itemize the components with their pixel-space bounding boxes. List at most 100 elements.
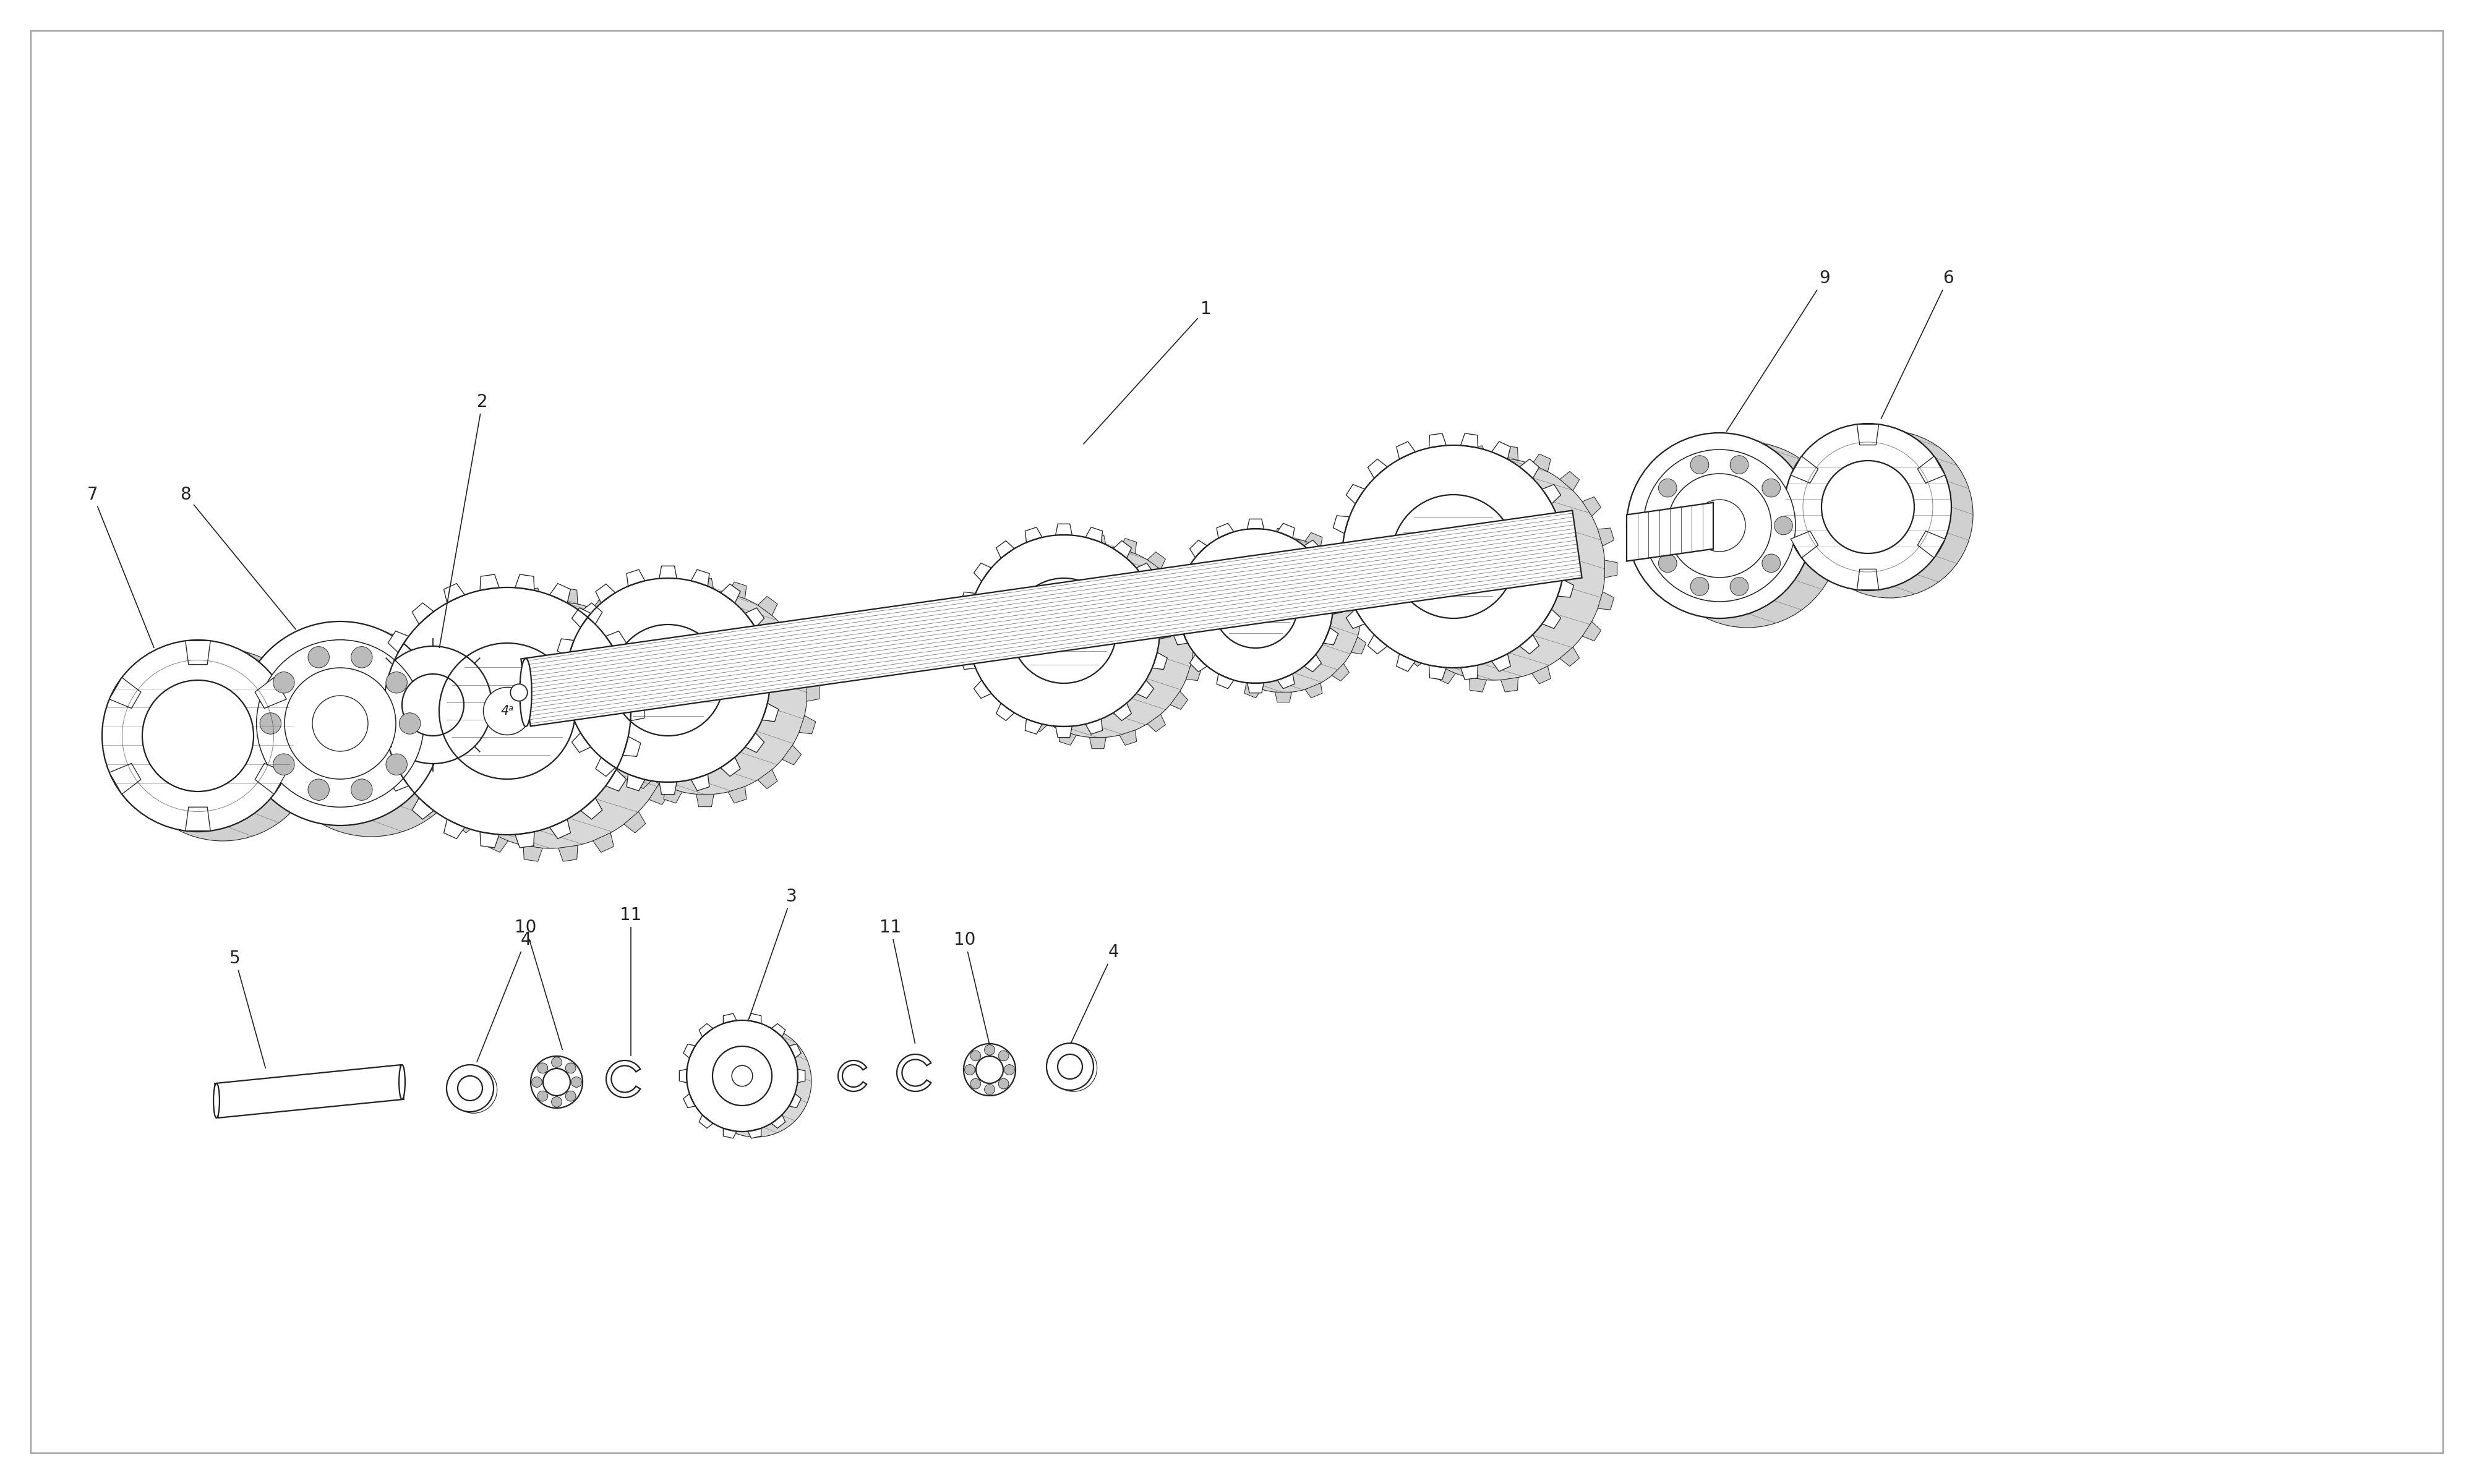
Circle shape [567, 1091, 576, 1101]
Circle shape [143, 680, 255, 791]
Polygon shape [1153, 592, 1168, 608]
Polygon shape [1791, 531, 1818, 558]
Polygon shape [1331, 549, 1348, 567]
Polygon shape [1460, 433, 1477, 448]
Polygon shape [1541, 608, 1561, 629]
Polygon shape [524, 846, 542, 861]
Text: 11: 11 [621, 907, 641, 1055]
Polygon shape [1351, 576, 1366, 594]
Polygon shape [1170, 692, 1188, 709]
Circle shape [532, 1077, 542, 1088]
Text: 10: 10 [515, 919, 562, 1049]
Polygon shape [1029, 714, 1049, 732]
Polygon shape [658, 565, 678, 579]
Circle shape [1178, 528, 1333, 683]
Polygon shape [1200, 576, 1215, 594]
Polygon shape [757, 770, 777, 788]
Polygon shape [1583, 497, 1601, 516]
Circle shape [1004, 1064, 1014, 1074]
Polygon shape [633, 770, 653, 788]
Polygon shape [1541, 484, 1561, 505]
Polygon shape [609, 745, 628, 764]
Polygon shape [807, 684, 819, 702]
Polygon shape [1007, 574, 1024, 592]
Polygon shape [997, 703, 1014, 721]
Polygon shape [374, 736, 391, 757]
Circle shape [552, 1057, 562, 1067]
Circle shape [312, 696, 369, 751]
Circle shape [272, 672, 294, 693]
Polygon shape [631, 702, 643, 721]
Polygon shape [186, 641, 210, 665]
Polygon shape [1385, 622, 1405, 641]
Circle shape [1806, 430, 1974, 598]
Polygon shape [557, 638, 574, 657]
Polygon shape [1136, 562, 1153, 582]
Circle shape [238, 622, 443, 825]
Polygon shape [1346, 484, 1366, 505]
Circle shape [1729, 456, 1749, 473]
Circle shape [426, 601, 673, 849]
Polygon shape [1197, 607, 1207, 623]
Polygon shape [1606, 559, 1618, 577]
Text: 2ᵃ: 2ᵃ [1056, 625, 1071, 637]
Circle shape [445, 1066, 495, 1112]
Polygon shape [995, 603, 1009, 620]
Polygon shape [799, 651, 816, 669]
Circle shape [1690, 577, 1710, 595]
Circle shape [272, 754, 294, 775]
Ellipse shape [213, 1083, 220, 1117]
Polygon shape [571, 733, 591, 752]
Polygon shape [1247, 683, 1264, 693]
Circle shape [537, 1091, 547, 1101]
Polygon shape [1136, 680, 1153, 699]
Polygon shape [1170, 574, 1188, 592]
Polygon shape [1858, 568, 1878, 589]
Polygon shape [1118, 730, 1136, 745]
Circle shape [386, 754, 408, 775]
Polygon shape [975, 562, 992, 582]
Polygon shape [772, 1114, 784, 1128]
Polygon shape [1470, 678, 1487, 692]
Polygon shape [430, 644, 453, 666]
Polygon shape [374, 666, 391, 686]
Circle shape [401, 674, 465, 736]
Polygon shape [418, 680, 435, 699]
Polygon shape [680, 1068, 688, 1083]
Polygon shape [623, 616, 646, 638]
Polygon shape [700, 1024, 713, 1037]
Circle shape [567, 1063, 576, 1073]
Polygon shape [745, 608, 764, 628]
Polygon shape [695, 794, 715, 807]
Polygon shape [1368, 635, 1388, 654]
Polygon shape [606, 1061, 641, 1098]
Polygon shape [663, 787, 683, 803]
Polygon shape [581, 603, 601, 625]
Polygon shape [371, 702, 383, 721]
Polygon shape [797, 1068, 804, 1083]
Polygon shape [455, 812, 477, 833]
Text: 5ᵃ: 5ᵃ [1447, 551, 1460, 562]
Polygon shape [1346, 608, 1366, 629]
Polygon shape [720, 757, 740, 776]
Polygon shape [799, 715, 816, 735]
Polygon shape [1470, 445, 1487, 460]
Polygon shape [559, 588, 576, 604]
Polygon shape [1217, 663, 1235, 681]
Circle shape [1432, 534, 1475, 579]
Circle shape [307, 779, 329, 800]
Circle shape [648, 660, 688, 699]
Polygon shape [789, 1094, 802, 1107]
Polygon shape [591, 684, 604, 702]
Circle shape [732, 1066, 752, 1086]
Polygon shape [1059, 539, 1076, 554]
Circle shape [529, 1057, 584, 1109]
Circle shape [510, 684, 527, 700]
Polygon shape [554, 671, 567, 689]
Polygon shape [663, 582, 683, 598]
Polygon shape [683, 1045, 695, 1058]
Polygon shape [700, 1114, 713, 1128]
Polygon shape [745, 733, 764, 752]
Polygon shape [1306, 683, 1321, 697]
Polygon shape [1244, 533, 1262, 548]
